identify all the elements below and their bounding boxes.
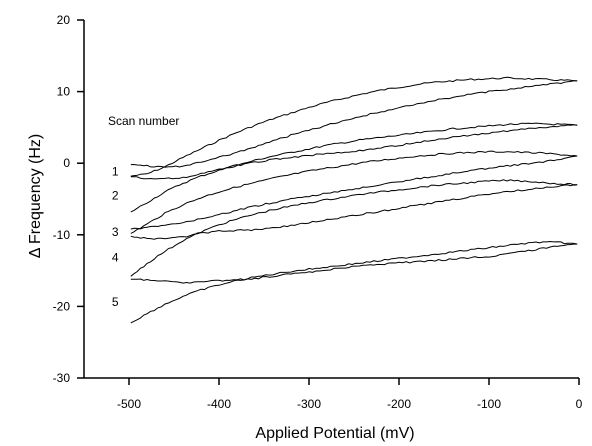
y-axis-title: Δ Frequency (Hz)	[27, 134, 44, 259]
series-2-reverse-line	[130, 124, 578, 180]
series-label-3: 3	[112, 225, 119, 239]
x-axis-title: Applied Potential (mV)	[255, 425, 414, 442]
series-4-forward-line	[130, 179, 578, 277]
annotation-title: Scan number	[108, 114, 179, 128]
series-5-forward-line	[130, 240, 578, 324]
x-tick-label: -400	[207, 397, 231, 411]
series-label-4: 4	[112, 250, 119, 264]
y-tick-label: -20	[53, 299, 71, 313]
series-1-forward-line	[130, 76, 578, 177]
x-tick-label: -500	[117, 397, 141, 411]
series-3-reverse-line	[130, 155, 578, 230]
series-label-1: 1	[112, 164, 119, 178]
series-5-reverse-line	[130, 243, 578, 284]
series-4-reverse-line	[130, 184, 578, 240]
series-3-forward-line	[130, 150, 578, 234]
x-tick-label: -200	[387, 397, 411, 411]
y-tick-label: -30	[53, 371, 71, 385]
series-1-reverse-line	[130, 80, 578, 168]
x-tick-label: -100	[477, 397, 501, 411]
series-label-2: 2	[112, 188, 119, 202]
y-tick-label: 0	[63, 156, 70, 170]
series-label-5: 5	[112, 295, 119, 309]
y-tick-label: -10	[53, 228, 71, 242]
series-2-forward-line	[130, 122, 578, 213]
y-tick-label: 20	[57, 13, 71, 27]
x-tick-label: -300	[297, 397, 321, 411]
y-tick-label: 10	[57, 85, 71, 99]
x-tick-label: 0	[576, 397, 583, 411]
